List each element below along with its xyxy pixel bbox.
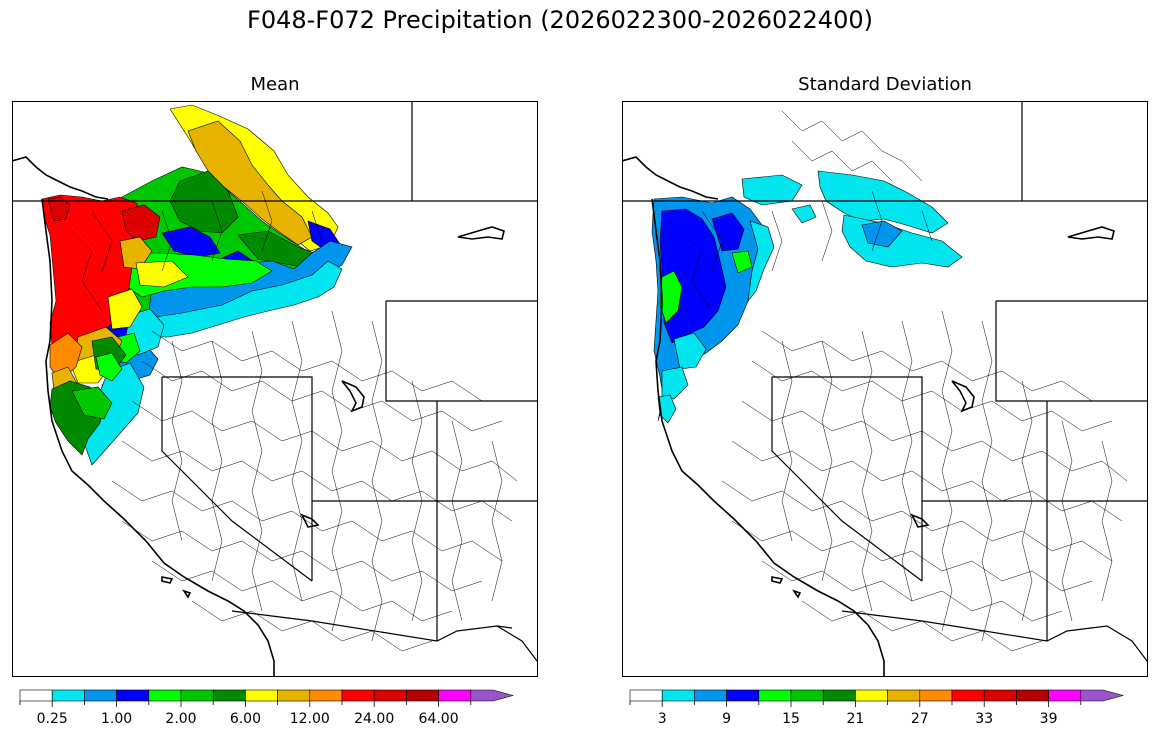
figure-title: F048-F072 Precipitation (2026022300-2026… xyxy=(247,6,873,34)
colorbar-labels: 0.25 1.00 2.00 6.00 12.00 24.00 64.00 xyxy=(37,711,459,727)
precip-stddev-regions xyxy=(651,170,963,424)
panel-title-mean: Mean xyxy=(250,74,300,95)
colorbar-label: 33 xyxy=(975,711,993,727)
colorbar-ticks xyxy=(629,701,1082,707)
colorbar-segment xyxy=(1048,689,1082,702)
colorbar-segment xyxy=(822,689,856,702)
colorbar-segment xyxy=(855,689,888,702)
colorbar-labels: 3 9 15 21 27 33 39 xyxy=(658,711,1058,727)
colorbar-segment xyxy=(309,689,343,702)
colorbar-segments xyxy=(629,689,1125,702)
colorbar-segment xyxy=(983,689,1017,702)
colorbar-segment xyxy=(1016,689,1049,702)
colorbar-segment xyxy=(212,689,246,702)
colorbar-segment xyxy=(277,689,311,702)
colorbar-label: 3 xyxy=(658,711,667,727)
watershed-lines xyxy=(681,110,1128,652)
colorbar-segment xyxy=(245,689,278,702)
colorbar-segment xyxy=(790,689,824,702)
colorbar-segment xyxy=(1080,689,1125,702)
colorbar-label: 64.00 xyxy=(419,711,459,727)
colorbar-label: 15 xyxy=(782,711,800,727)
colorbar-ticks xyxy=(19,701,472,707)
colorbar-label: 24.00 xyxy=(354,711,394,727)
colorbar-label: 27 xyxy=(911,711,929,727)
coastline xyxy=(622,156,1115,677)
colorbar-segment xyxy=(629,689,663,702)
political-boundaries xyxy=(12,101,538,662)
panel-title-stddev: Standard Deviation xyxy=(798,74,972,95)
colorbar-segment xyxy=(148,689,182,702)
colorbar-segment xyxy=(19,689,53,702)
colorbar-segment xyxy=(116,689,150,702)
colorbar-segment xyxy=(661,689,695,702)
colorbar-segment xyxy=(919,689,953,702)
colorbar-label: 0.25 xyxy=(37,711,68,727)
colorbar-segment xyxy=(694,689,727,702)
colorbar-segments xyxy=(19,689,515,702)
colorbar-segment xyxy=(406,689,439,702)
colorbar-segment xyxy=(951,689,985,702)
colorbar-label: 2.00 xyxy=(165,711,196,727)
colorbar-label: 9 xyxy=(722,711,731,727)
colorbar-segment xyxy=(758,689,792,702)
precip-mean-regions xyxy=(41,104,353,466)
colorbar-segment xyxy=(470,689,515,702)
watershed-lines xyxy=(71,190,518,652)
colorbar-segment xyxy=(180,689,214,702)
political-boundaries xyxy=(622,101,1148,662)
colorbar-segment xyxy=(373,689,407,702)
colorbar-segment xyxy=(726,689,760,702)
colorbar-stddev: 3 9 15 21 27 33 39 xyxy=(629,689,1125,727)
map-stddev xyxy=(622,101,1148,677)
colorbar-segment xyxy=(887,689,921,702)
colorbar-label: 39 xyxy=(1040,711,1058,727)
colorbar-segment xyxy=(84,689,117,702)
colorbar-segment xyxy=(438,689,472,702)
colorbar-label: 6.00 xyxy=(230,711,261,727)
colorbar-label: 1.00 xyxy=(101,711,132,727)
colorbar-segment xyxy=(51,689,85,702)
map-mean xyxy=(12,101,538,677)
colorbar-label: 21 xyxy=(846,711,864,727)
colorbar-label: 12.00 xyxy=(290,711,330,727)
coastline xyxy=(12,156,505,677)
colorbar-mean: 0.25 1.00 2.00 6.00 12.00 24.00 64.00 xyxy=(19,689,515,727)
colorbar-segment xyxy=(341,689,375,702)
